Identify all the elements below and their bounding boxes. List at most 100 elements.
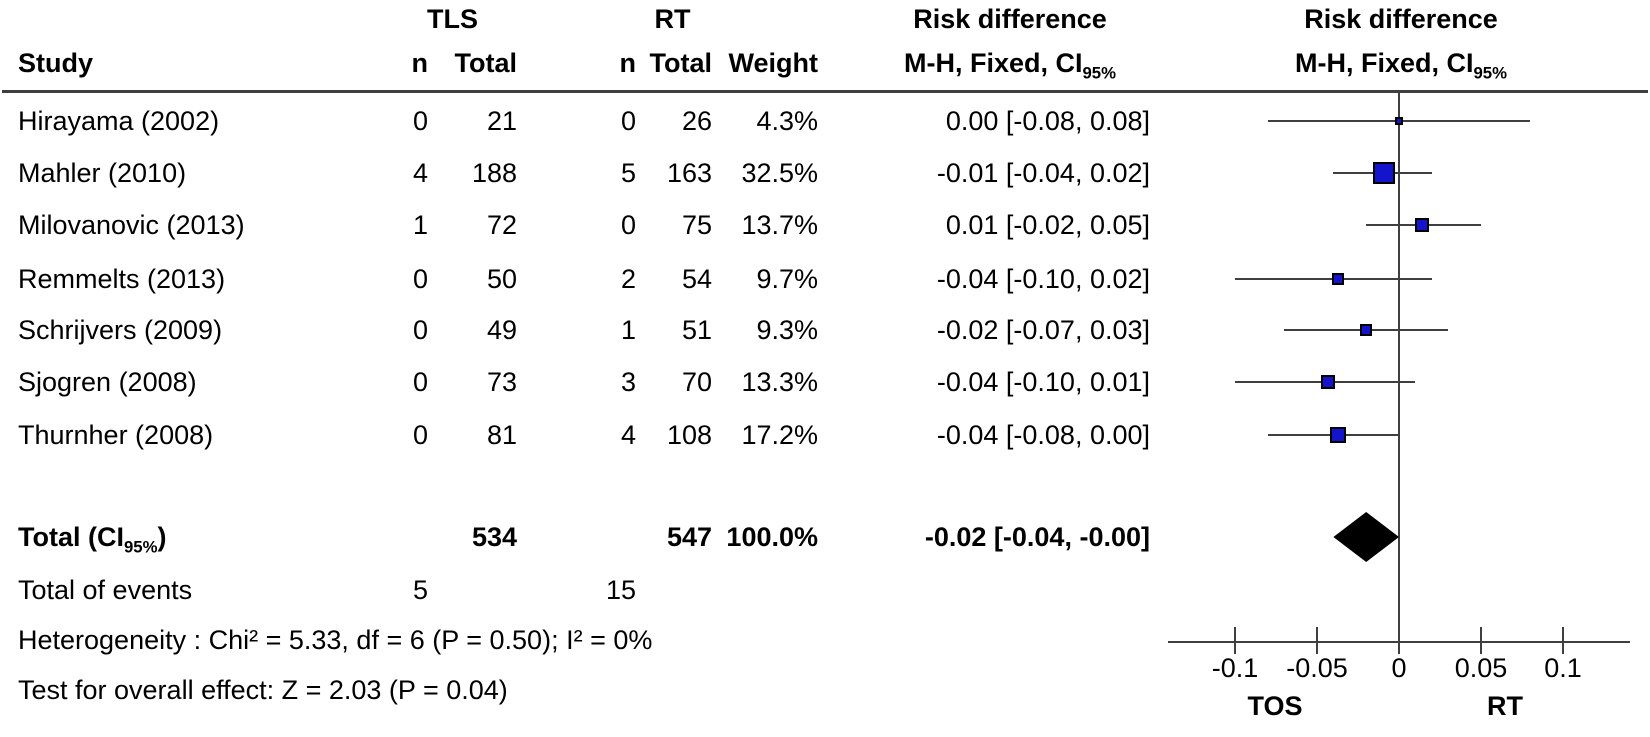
total-label-end: ) — [157, 522, 167, 552]
study-row: Remmelts (2013) 0 50 2 54 9.7% -0.04 [-0.10, 0… — [0, 253, 1650, 305]
effect-marker — [1414, 218, 1429, 232]
study-column-header: Study — [18, 48, 94, 78]
group1-total: 188 — [471, 158, 517, 188]
total-label-main: Total (CI — [18, 522, 124, 552]
total-label: Total (CI95%) — [18, 511, 166, 563]
effect-marker — [1360, 324, 1373, 336]
axis-tick-label: -0.05 — [1286, 653, 1348, 683]
ci-subscript: 95% — [1473, 63, 1508, 83]
group2-n-header: n — [619, 48, 637, 78]
study-row: Milovanovic (2013) 1 72 0 75 13.7% 0.01 [-0.02… — [0, 199, 1650, 251]
study-row: Hirayama (2002) 0 21 0 26 4.3% 0.00 [-0.08, 0.… — [0, 95, 1650, 147]
group1-total: 72 — [486, 210, 517, 240]
events-row: Total of events 5 15 — [0, 564, 1650, 616]
axis-tick — [1480, 627, 1482, 654]
group2-total: 54 — [681, 264, 712, 294]
group1-total: 49 — [486, 315, 517, 345]
overall-effect-text: Test for overall effect: Z = 2.03 (P = 0… — [18, 675, 508, 705]
group2-total: 26 — [681, 106, 712, 136]
study-ci-text: 0.00 [-0.08, 0.08] — [945, 106, 1150, 136]
study-row: Mahler (2010) 4 188 5 163 32.5% -0.01 [-0.04, … — [0, 147, 1650, 199]
group1-events: 0 — [412, 315, 428, 345]
group2-total: 75 — [681, 210, 712, 240]
axis-tick-label: 0.1 — [1544, 653, 1582, 683]
favours-right-label: RT — [1487, 691, 1523, 721]
study-ci-text: -0.04 [-0.10, 0.02] — [936, 264, 1150, 294]
study-name: Hirayama (2002) — [18, 106, 220, 136]
group2-events: 0 — [620, 106, 636, 136]
study-name: Remmelts (2013) — [18, 264, 226, 294]
risk-difference-header-text: Risk difference — [913, 4, 1107, 34]
events-group2: 15 — [605, 575, 636, 605]
axis-tick — [1316, 627, 1318, 654]
group2-total-header: Total — [649, 48, 713, 78]
effect-marker — [1321, 375, 1336, 389]
group2-events: 2 — [620, 264, 636, 294]
group1-events: 1 — [412, 210, 428, 240]
group1-total: 81 — [486, 420, 517, 450]
effect-marker — [1395, 117, 1403, 125]
axis-tick-label: 0.05 — [1454, 653, 1508, 683]
effect-marker — [1330, 427, 1347, 443]
group1-n-header: n — [411, 48, 429, 78]
study-row: Sjogren (2008) 0 73 3 70 13.3% -0.04 [-0.10, 0… — [0, 356, 1650, 408]
axis-tick-label: -0.1 — [1211, 653, 1259, 683]
axis-tick — [1234, 627, 1236, 654]
group1-total: 21 — [486, 106, 517, 136]
study-weight: 17.2% — [741, 420, 818, 450]
events-label: Total of events — [18, 575, 193, 605]
heterogeneity-row: Heterogeneity : Chi² = 5.33, df = 6 (P =… — [0, 614, 1650, 666]
study-weight: 32.5% — [741, 158, 818, 188]
group2-events: 1 — [620, 315, 636, 345]
group1-total: 50 — [486, 264, 517, 294]
effect-marker — [1373, 162, 1396, 184]
heterogeneity-text: Heterogeneity : Chi² = 5.33, df = 6 (P =… — [18, 625, 653, 655]
total-group1-total: 534 — [471, 522, 517, 552]
group2-header: RT — [654, 4, 691, 34]
study-ci-text: -0.02 [-0.07, 0.03] — [936, 315, 1150, 345]
group2-events: 3 — [620, 367, 636, 397]
study-ci-text: -0.01 [-0.04, 0.02] — [936, 158, 1150, 188]
ci-subscript: 95% — [123, 537, 158, 557]
group1-total-header: Total — [454, 48, 518, 78]
study-weight: 4.3% — [756, 106, 818, 136]
group2-total: 70 — [681, 367, 712, 397]
group1-events: 0 — [412, 264, 428, 294]
total-row: Total (CI95%) 534 547 100.0% -0.02 [-0.0… — [0, 511, 1650, 563]
weight-column-header: Weight — [728, 48, 819, 78]
group2-total: 108 — [666, 420, 712, 450]
mh-label: M-H, Fixed, CI — [1294, 48, 1474, 78]
total-ci-text: -0.02 [-0.04, -0.00] — [924, 522, 1150, 552]
axis-tick-label: 0 — [1391, 653, 1407, 683]
study-ci-text: 0.01 [-0.02, 0.05] — [945, 210, 1150, 240]
group1-total: 73 — [486, 367, 517, 397]
study-ci-text: -0.04 [-0.10, 0.01] — [936, 367, 1150, 397]
study-name: Sjogren (2008) — [18, 367, 197, 397]
group2-events: 5 — [620, 158, 636, 188]
events-group1: 5 — [412, 575, 428, 605]
mh-label: M-H, Fixed, CI — [903, 48, 1083, 78]
study-weight: 9.7% — [756, 264, 818, 294]
group2-total: 51 — [681, 315, 712, 345]
mh-fixed-ci-header-text: M-H, Fixed, CI95% — [860, 44, 1160, 82]
study-name: Milovanovic (2013) — [18, 210, 245, 240]
group1-events: 4 — [412, 158, 428, 188]
total-group2-total: 547 — [666, 522, 712, 552]
group1-events: 0 — [412, 420, 428, 450]
study-weight: 13.3% — [741, 367, 818, 397]
group2-total: 163 — [666, 158, 712, 188]
total-weight: 100.0% — [726, 522, 818, 552]
axis-tick — [1398, 627, 1400, 654]
study-ci-text: -0.04 [-0.08, 0.00] — [936, 420, 1150, 450]
group2-events: 4 — [620, 420, 636, 450]
study-name: Schrijvers (2009) — [18, 315, 223, 345]
mh-fixed-ci-header-plot: M-H, Fixed, CI95% — [1251, 44, 1551, 82]
study-row: Schrijvers (2009) 0 49 1 51 9.3% -0.02 [-0.07,… — [0, 304, 1650, 356]
header-separator-line — [2, 90, 1648, 93]
study-weight: 9.3% — [756, 315, 818, 345]
effect-marker — [1332, 273, 1345, 285]
risk-difference-header-plot: Risk difference — [1304, 4, 1498, 34]
study-name: Mahler (2010) — [18, 158, 187, 188]
favours-left-label: TOS — [1247, 691, 1303, 721]
